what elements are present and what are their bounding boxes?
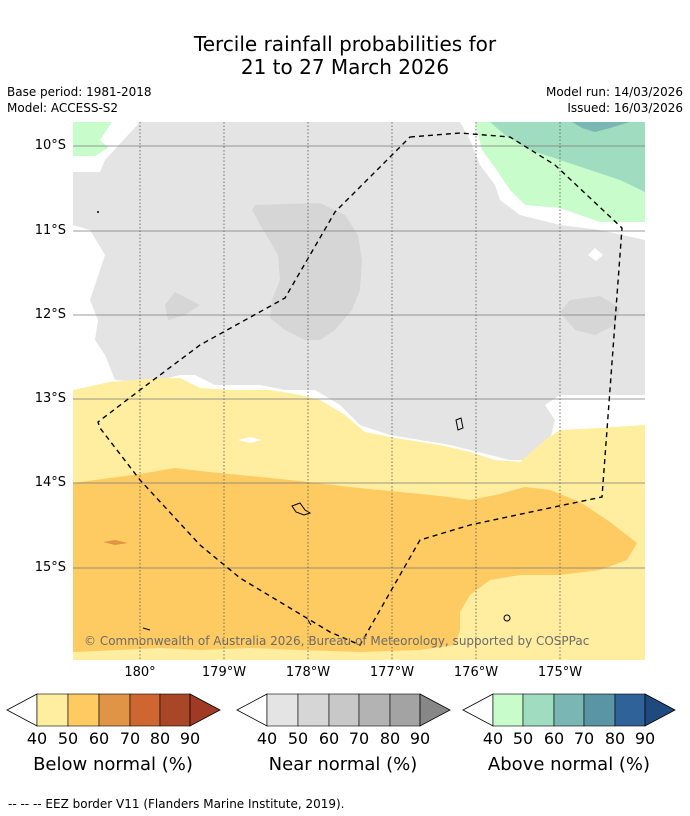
lat-label: 15°S: [34, 560, 66, 575]
model-name: Model: ACCESS-S2: [7, 101, 119, 115]
colorbar-tick: 90: [634, 729, 656, 748]
eez-border: [97, 132, 623, 646]
map-title-line1: Tercile rainfall probabilities for: [193, 32, 497, 56]
near-normal-50-patch-1: [252, 203, 362, 340]
colorbar-tick: 60: [543, 729, 565, 748]
eez-footer-note: -- -- -- EEZ border V11 (Flanders Marine…: [8, 797, 345, 811]
colorbar-label-near: Near normal (%): [268, 754, 418, 775]
colorbar-tick: 80: [149, 729, 171, 748]
island: [97, 211, 99, 213]
lat-gridlines: [73, 145, 645, 569]
map-gap: [238, 437, 262, 443]
lon-gridlines: [139, 122, 561, 660]
island: [503, 614, 511, 622]
near-normal-50-patch-2: [165, 292, 200, 320]
lat-label: 11°S: [34, 223, 66, 238]
island: [455, 417, 464, 431]
colorbar-tick: 40: [482, 729, 504, 748]
island: [291, 502, 312, 516]
base-period: Base period: 1981-2018: [7, 85, 152, 99]
colorbar-tick: 70: [573, 729, 595, 748]
near-normal-gap: [588, 248, 603, 261]
island: [307, 619, 312, 626]
colorbar-tick: 40: [26, 729, 48, 748]
colorbar-tick: 80: [379, 729, 401, 748]
lon-label: 179°W: [201, 665, 247, 680]
copyright-text: © Commonwealth of Australia 2026, Bureau…: [84, 634, 589, 648]
colorbar-tick: 90: [409, 729, 431, 748]
colorbar-tick: 50: [512, 729, 534, 748]
colorbar-tick: 90: [179, 729, 201, 748]
colorbar-label-above: Above normal (%): [487, 754, 651, 775]
lon-label: 175°W: [537, 665, 583, 680]
below-normal-50-region: [73, 468, 637, 652]
colorbar-above: [462, 693, 676, 727]
colorbar-tick: 40: [256, 729, 278, 748]
island: [142, 627, 151, 631]
map-area: © Commonwealth of Australia 2026, Bureau…: [73, 122, 645, 660]
below-normal-60-streak: [103, 540, 128, 545]
issued-date: Issued: 16/03/2026: [567, 101, 683, 115]
lon-label: 178°W: [285, 665, 331, 680]
colorbar-tick: 70: [348, 729, 370, 748]
colorbar-label-below: Below normal (%): [33, 754, 193, 775]
colorbar-tick: 60: [88, 729, 110, 748]
colorbar-tick: 80: [604, 729, 626, 748]
colorbar-near: [236, 693, 451, 727]
lon-label: 177°W: [369, 665, 415, 680]
colorbar-tick: 60: [318, 729, 340, 748]
above-normal-region-left: [73, 122, 112, 156]
lon-label: 180°: [124, 665, 156, 680]
lat-label: 13°S: [34, 391, 66, 406]
colorbar-tick: 70: [119, 729, 141, 748]
above-normal-60-patch: [572, 122, 630, 132]
colorbar-tick: 50: [287, 729, 309, 748]
colorbar-tick: 50: [57, 729, 79, 748]
colorbar-below: [6, 693, 221, 727]
lat-label: 12°S: [34, 307, 66, 322]
near-normal-50-patch-3: [560, 296, 620, 335]
lat-label: 10°S: [34, 138, 66, 153]
model-run: Model run: 14/03/2026: [545, 85, 683, 99]
lat-label: 14°S: [34, 475, 66, 490]
above-normal-50-region: [490, 122, 645, 192]
map-title-line2: 21 to 27 March 2026: [240, 55, 450, 79]
lon-label: 176°W: [453, 665, 499, 680]
